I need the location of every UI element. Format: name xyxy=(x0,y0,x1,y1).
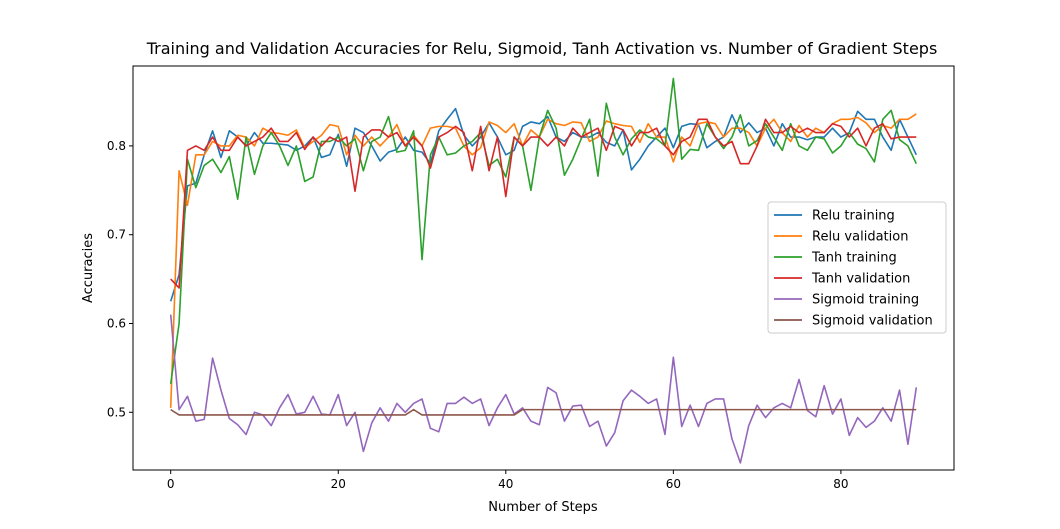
x-tick: 0 xyxy=(167,470,175,491)
legend-entry-sigmoid-validation: Sigmoid validation xyxy=(774,314,933,329)
legend-label: Tanh training xyxy=(811,251,897,266)
x-tick-label: 60 xyxy=(666,477,681,491)
legend-label: Tanh validation xyxy=(811,272,910,287)
y-tick-label: 0.7 xyxy=(107,228,126,242)
series-line-relu-validation xyxy=(169,113,917,408)
y-tick-label: 0.8 xyxy=(107,139,126,153)
y-tick: 0.8 xyxy=(107,139,133,153)
x-tick-label: 80 xyxy=(833,477,848,491)
series-line-sigmoid-training xyxy=(169,314,918,464)
x-tick: 80 xyxy=(833,470,849,491)
x-tick: 40 xyxy=(498,470,513,491)
series-layer xyxy=(169,77,918,464)
plot-frame xyxy=(132,65,955,471)
legend-entry-tanh-validation: Tanh validation xyxy=(774,272,910,287)
legend-entry-sigmoid-training: Sigmoid training xyxy=(774,293,919,308)
y-axis-label: Accuracies xyxy=(81,233,96,303)
chart-title: Training and Validation Accuracies for R… xyxy=(146,39,938,58)
legend-label: Sigmoid validation xyxy=(812,314,933,329)
legend-entry-relu-training: Relu training xyxy=(774,209,895,224)
series-line-tanh-validation xyxy=(170,118,917,289)
legend-label: Relu validation xyxy=(812,230,908,245)
x-tick-label: 40 xyxy=(498,477,513,491)
x-tick-label: 20 xyxy=(331,477,346,491)
x-tick: 20 xyxy=(331,470,346,491)
y-tick: 0.7 xyxy=(107,228,133,242)
x-tick: 60 xyxy=(666,470,681,491)
legend: Relu training Relu validation Tanh trainin… xyxy=(767,201,947,334)
x-tick-label: 0 xyxy=(167,477,175,491)
legend-label: Sigmoid training xyxy=(812,293,919,308)
legend-entry-relu-validation: Relu validation xyxy=(774,230,908,245)
legend-entry-tanh-training: Tanh training xyxy=(774,251,897,266)
x-axis-ticks: 0 20 40 60 80 xyxy=(167,470,849,491)
y-tick: 0.5 xyxy=(107,405,133,419)
legend-box xyxy=(767,201,947,334)
legend-label: Relu training xyxy=(812,209,895,224)
y-tick-label: 0.6 xyxy=(107,316,126,330)
x-axis-label: Number of Steps xyxy=(488,500,598,515)
y-axis-ticks: 0.5 0.6 0.7 0.8 xyxy=(107,139,133,419)
series-line-sigmoid-validation xyxy=(170,408,917,416)
y-tick: 0.6 xyxy=(107,316,133,330)
y-tick-label: 0.5 xyxy=(107,405,126,419)
